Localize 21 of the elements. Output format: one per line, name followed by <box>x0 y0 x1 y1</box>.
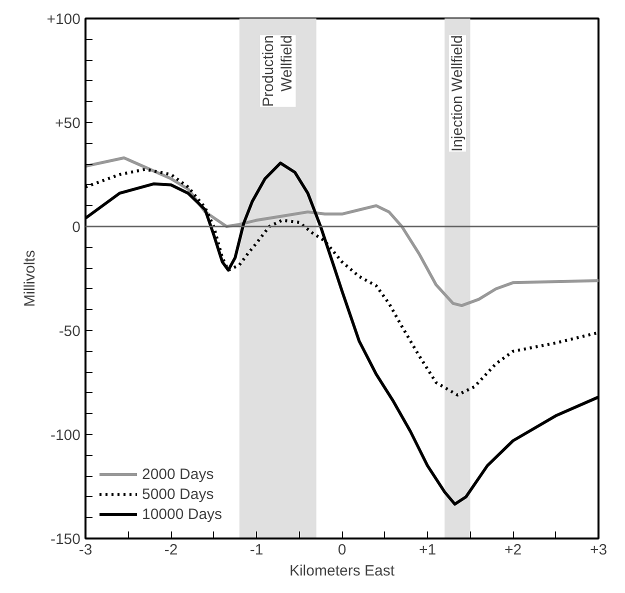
y-tick-label: +50 <box>55 115 81 132</box>
line-series <box>86 156 598 308</box>
y-tick-label: 0 <box>72 219 80 236</box>
y-tick-label: -50 <box>58 323 81 340</box>
y-tick-label: -100 <box>50 427 81 444</box>
band-label: Production Wellfield <box>260 35 296 107</box>
y-tick-label: -150 <box>50 531 81 548</box>
x-axis-title: Kilometers East <box>289 562 396 580</box>
band-label: Injection Wellfield <box>448 35 466 152</box>
x-tick-label: -2 <box>164 542 178 558</box>
x-tick-label: -3 <box>78 542 92 558</box>
legend-label: 2000 Days <box>142 466 214 482</box>
y-axis-title: Millivolts <box>22 250 39 307</box>
x-tick-label: 0 <box>338 542 346 558</box>
y-tick-label: +100 <box>46 11 81 28</box>
x-tick-label: -1 <box>250 542 264 558</box>
x-tick-label: +1 <box>418 542 436 558</box>
legend-label: 10000 Days <box>142 506 222 522</box>
x-tick-label: +3 <box>590 542 608 558</box>
legend-label: 5000 Days <box>142 486 214 502</box>
x-tick-label: +2 <box>504 542 522 558</box>
